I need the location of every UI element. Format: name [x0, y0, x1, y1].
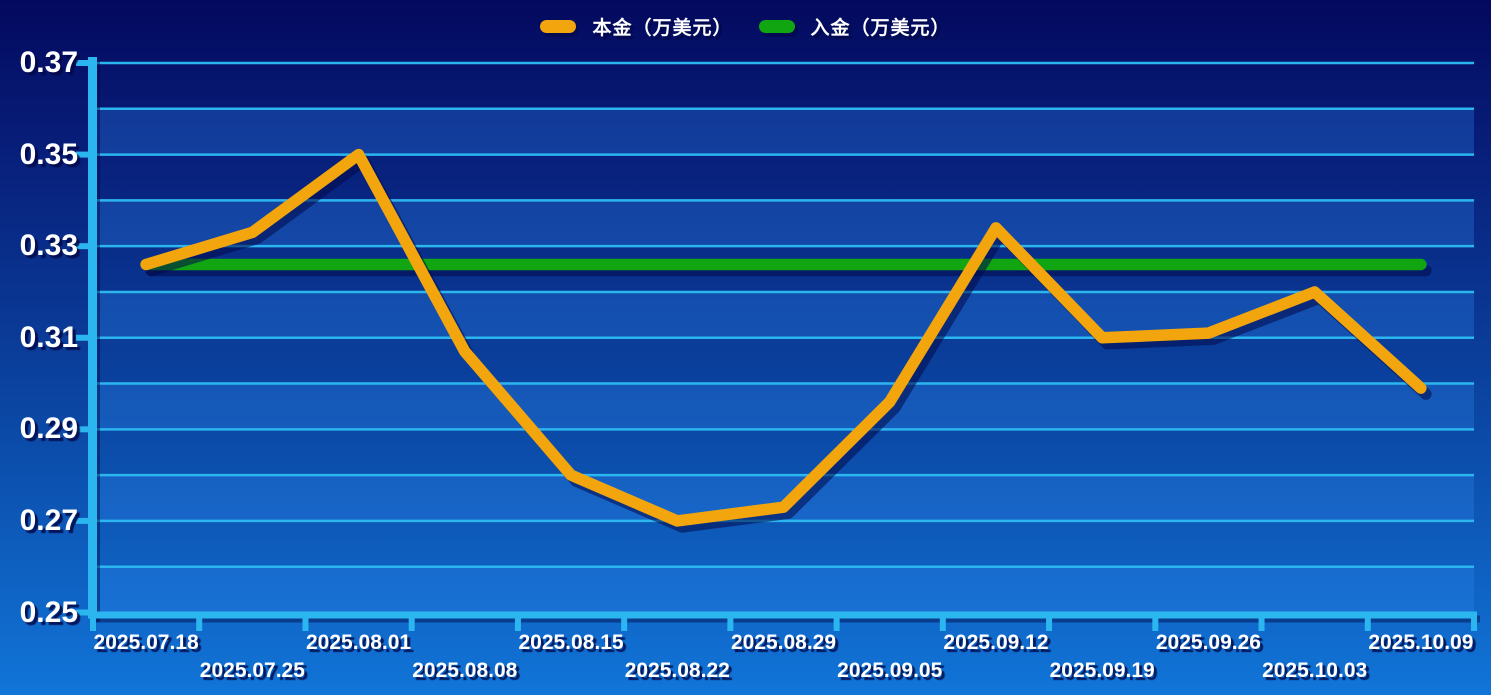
legend-swatch-principal-icon — [540, 19, 577, 33]
legend-item-principal[interactable]: 本金（万美元） — [540, 13, 732, 40]
x-axis-label: 2025.09.05 — [837, 659, 943, 682]
plot-band — [93, 200, 1474, 247]
y-axis-label: 0.35 — [19, 137, 78, 171]
x-axis-label: 2025.07.18 — [93, 631, 199, 654]
plot-band — [93, 383, 1474, 430]
legend-label-principal: 本金（万美元） — [592, 17, 733, 39]
x-axis-label: 2025.09.26 — [1155, 631, 1261, 654]
plot-band — [93, 566, 1474, 613]
x-axis-label: 2025.08.29 — [730, 631, 837, 654]
x-axis-label: 2025.09.12 — [943, 631, 1049, 654]
x-axis-label: 2025.09.19 — [1049, 659, 1155, 682]
x-axis-label: 2025.08.15 — [518, 631, 624, 654]
y-axis-label: 0.37 — [19, 46, 78, 79]
x-axis-label: 2025.08.08 — [412, 659, 518, 682]
series-line-principal — [140, 148, 1427, 527]
x-axis-label: 2025.10.09 — [1368, 631, 1474, 654]
plot-band — [93, 108, 1474, 155]
legend-item-deposit[interactable]: 入金（万美元） — [758, 13, 951, 40]
y-axis-label: 0.33 — [19, 229, 78, 263]
y-axis-label: 0.25 — [19, 595, 78, 629]
chart-legend: 本金（万美元） 入金（万美元） — [0, 8, 1491, 44]
x-axis-label: 2025.10.03 — [1262, 659, 1368, 682]
y-axis-label: 0.29 — [19, 412, 78, 446]
legend-swatch-deposit-icon — [758, 19, 795, 33]
x-axis-label: 2025.08.22 — [624, 659, 730, 682]
y-axis-label: 0.31 — [19, 320, 78, 354]
y-axis-label: 0.27 — [19, 503, 78, 537]
x-axis-label: 2025.07.25 — [199, 659, 305, 682]
plot-band — [93, 475, 1474, 521]
legend-label-deposit: 入金（万美元） — [810, 17, 951, 39]
x-axis-label: 2025.08.01 — [306, 631, 412, 654]
